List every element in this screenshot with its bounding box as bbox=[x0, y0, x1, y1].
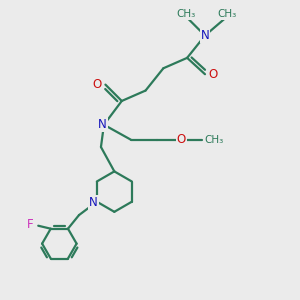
Text: CH₃: CH₃ bbox=[218, 9, 237, 19]
Text: CH₃: CH₃ bbox=[205, 135, 224, 145]
Text: N: N bbox=[98, 118, 107, 131]
Text: CH₃: CH₃ bbox=[176, 9, 195, 19]
Text: O: O bbox=[92, 77, 102, 91]
Text: N: N bbox=[201, 29, 209, 42]
Text: O: O bbox=[177, 133, 186, 146]
Text: N: N bbox=[89, 196, 98, 209]
Text: O: O bbox=[209, 68, 218, 81]
Text: F: F bbox=[27, 218, 33, 231]
